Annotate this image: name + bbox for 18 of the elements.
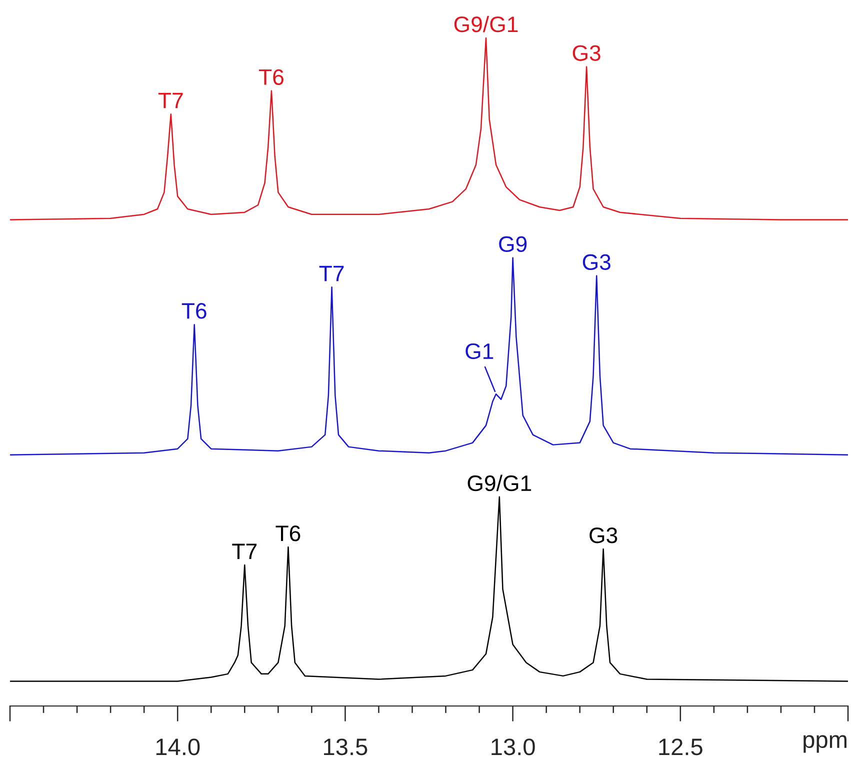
annotation: T6	[258, 69, 284, 85]
annotation: T7	[158, 92, 183, 108]
annotation: G9	[499, 236, 527, 252]
annotation: G3	[590, 528, 618, 544]
x-tick-label: 14.0	[156, 738, 200, 756]
annotation: T7	[232, 544, 256, 560]
annotation: G9/G1	[468, 474, 532, 492]
annotation: T6	[276, 526, 300, 542]
annotation: T6	[182, 303, 206, 319]
annotation: G3	[572, 45, 600, 61]
annotation: G1	[466, 343, 494, 360]
x-tick-label: 13.0	[492, 738, 535, 756]
annotation: G9/G1	[454, 16, 518, 32]
x-tick-label: 13.5	[324, 738, 368, 756]
annotation: T7	[319, 266, 344, 282]
annotation: G3	[582, 254, 610, 270]
x-axis-title: ppm	[804, 735, 846, 753]
x-tick-label: 12.5	[659, 738, 702, 756]
